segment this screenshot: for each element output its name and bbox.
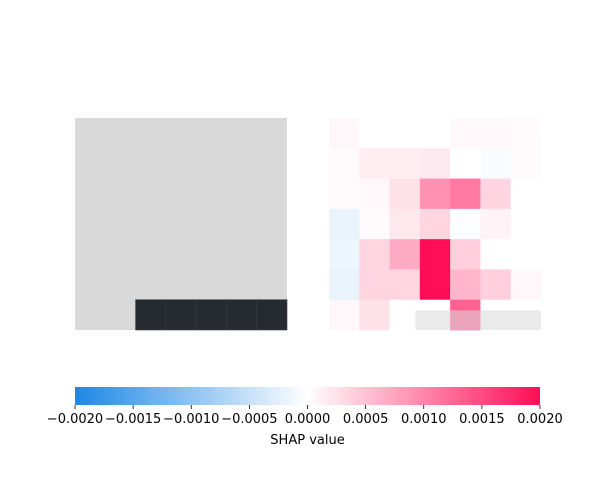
shap-cell [450, 118, 481, 149]
shap-cell [329, 179, 360, 210]
image-overlay-cell [480, 310, 510, 330]
shap-cell [359, 179, 390, 210]
input-pixel-dark [166, 300, 196, 330]
shap-cell [480, 118, 511, 149]
colorbar-ticks: −0.0020 −0.0015 −0.0010 −0.0005 0.0000 0.0005… [47, 405, 563, 427]
shap-cell [359, 269, 390, 300]
shap-cell [359, 148, 390, 179]
shap-cell [450, 179, 481, 210]
input-pixel-dark [136, 300, 166, 330]
shap-cell [511, 209, 542, 240]
shap-cell [390, 239, 421, 270]
shap-cell [359, 209, 390, 240]
shap-cell [480, 269, 511, 300]
shap-cell [359, 239, 390, 270]
input-image-background [75, 118, 287, 330]
shap-cell [390, 148, 421, 179]
shap-cell [511, 269, 542, 300]
colorbar-tick-label: 0.0020 [517, 412, 563, 427]
input-image-panel [75, 118, 287, 330]
shap-cell [450, 209, 481, 240]
shap-cell [390, 209, 421, 240]
colorbar-tick-label: 0.0000 [285, 412, 331, 427]
shap-cell [329, 269, 360, 300]
shap-cell [329, 118, 360, 149]
image-overlay-cell [511, 310, 541, 330]
shap-cell [480, 148, 511, 179]
image-overlay-cell [415, 310, 420, 330]
shap-cell [420, 179, 451, 210]
shap-cell [420, 148, 451, 179]
shap-cell [359, 300, 390, 331]
shap-cell [420, 209, 451, 240]
shap-cell [420, 118, 451, 149]
shap-cell [480, 179, 511, 210]
colorbar-gradient [75, 387, 540, 405]
shap-cell [511, 148, 542, 179]
colorbar-tick-label: 0.0010 [401, 412, 447, 427]
shap-cell [329, 300, 360, 331]
colorbar-tick-label: −0.0020 [47, 412, 103, 427]
shap-cell [329, 209, 360, 240]
shap-cell [450, 239, 481, 270]
input-pixel-dark [196, 300, 226, 330]
shap-cell [329, 239, 360, 270]
shap-cell [390, 179, 421, 210]
shap-cell [329, 148, 360, 179]
shap-cell [450, 148, 481, 179]
colorbar: −0.0020 −0.0015 −0.0010 −0.0005 0.0000 0.0005… [47, 387, 563, 448]
shap-heatmap-panel [329, 118, 541, 330]
shap-cell [420, 269, 451, 300]
shap-cell [511, 179, 542, 210]
shap-cell [390, 269, 421, 300]
shap-cell [450, 269, 481, 300]
colorbar-xlabel: SHAP value [270, 433, 344, 448]
input-pixel-dark [226, 300, 256, 330]
image-overlay-cell [420, 310, 450, 330]
shap-cell [480, 209, 511, 240]
shap-cell [359, 118, 390, 149]
input-pixel-dark [257, 300, 287, 330]
shap-cell [420, 239, 451, 270]
shap-cell [390, 118, 421, 149]
colorbar-tick-label: −0.0005 [221, 412, 277, 427]
shap-cell [511, 239, 542, 270]
colorbar-tick-label: 0.0015 [459, 412, 505, 427]
shap-cell [511, 118, 542, 149]
shap-cell [480, 239, 511, 270]
image-overlay-cell [450, 310, 480, 330]
colorbar-tick-label: −0.0015 [105, 412, 161, 427]
colorbar-tick-label: −0.0010 [163, 412, 219, 427]
colorbar-tick-label: 0.0005 [343, 412, 389, 427]
